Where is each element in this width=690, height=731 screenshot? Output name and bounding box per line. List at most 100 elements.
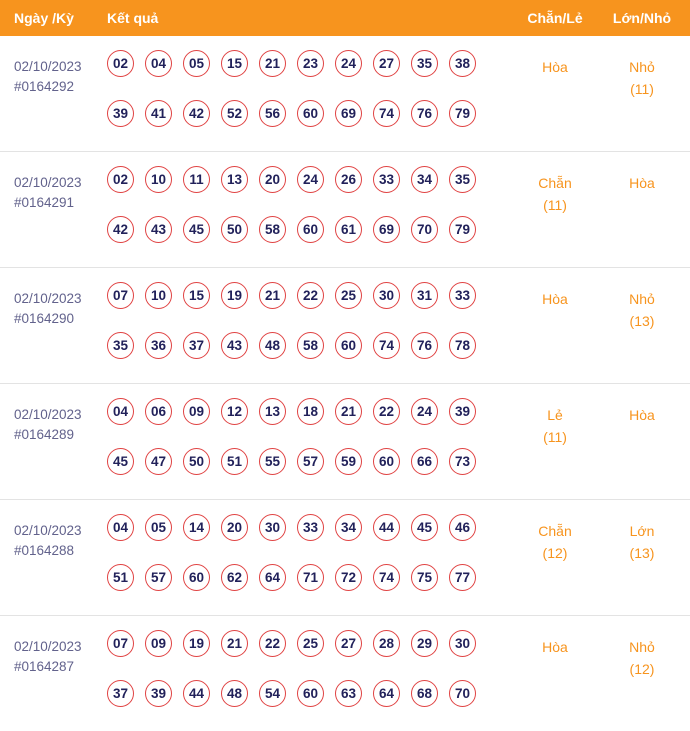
number-ball: 02 [107, 166, 134, 193]
big-small-value: Nhỏ [629, 59, 655, 75]
date-period-cell: 02/10/2023 #0164291 [0, 166, 100, 243]
number-ball: 66 [411, 448, 438, 475]
number-ball: 55 [259, 448, 286, 475]
number-ball: 56 [259, 100, 286, 127]
number-ball: 35 [107, 332, 134, 359]
even-odd-value: Hòa [542, 291, 568, 307]
big-small-cell: Lớn (13) [600, 514, 690, 591]
big-small-value: Lớn [629, 523, 655, 539]
draw-id: #0164288 [14, 543, 75, 559]
numbers-cell: 04 05 14 20 30 33 34 44 45 46 51 57 60 62 64 71 72 74 75 7… [100, 514, 510, 591]
big-small-value: Nhỏ [629, 639, 655, 655]
number-ball: 51 [221, 448, 248, 475]
big-small-value: Hòa [629, 175, 655, 191]
big-small-count: (12) [629, 660, 655, 677]
number-ball: 51 [107, 564, 134, 591]
number-ball: 79 [449, 216, 476, 243]
number-ball: 41 [145, 100, 172, 127]
date-period-cell: 02/10/2023 #0164289 [0, 398, 100, 475]
big-small-count: (13) [629, 312, 655, 329]
number-ball: 21 [259, 282, 286, 309]
number-ball: 23 [297, 50, 324, 77]
even-odd-count: (11) [543, 196, 567, 213]
even-odd-value: Chẵn [538, 175, 572, 191]
number-ball: 13 [221, 166, 248, 193]
draw-date: 02/10/2023 [14, 639, 82, 654]
result-row: 02/10/2023 #0164291 02 10 11 13 20 24 26 33 34 35… [0, 152, 690, 268]
number-ball: 60 [335, 332, 362, 359]
number-ball: 43 [145, 216, 172, 243]
number-ball: 13 [259, 398, 286, 425]
number-ball: 33 [449, 282, 476, 309]
number-ball: 04 [107, 514, 134, 541]
number-ball: 24 [335, 50, 362, 77]
number-ball: 31 [411, 282, 438, 309]
number-ball: 22 [259, 630, 286, 657]
number-ball: 20 [259, 166, 286, 193]
big-small-cell: Nhỏ (11) [600, 50, 690, 127]
numbers-line-1: 07 09 19 21 22 25 27 28 29 30 [107, 630, 510, 657]
big-small-cell: Hòa [600, 166, 690, 243]
number-ball: 71 [297, 564, 324, 591]
even-odd-cell: Chẵn (12) [510, 514, 600, 591]
even-odd-value: Hòa [542, 59, 568, 75]
number-ball: 42 [107, 216, 134, 243]
number-ball: 14 [183, 514, 210, 541]
numbers-line-1: 04 05 14 20 30 33 34 44 45 46 [107, 514, 510, 541]
number-ball: 18 [297, 398, 324, 425]
number-ball: 76 [411, 100, 438, 127]
even-odd-count: (11) [543, 428, 567, 445]
even-odd-cell: Chẵn (11) [510, 166, 600, 243]
number-ball: 05 [145, 514, 172, 541]
number-ball: 10 [145, 282, 172, 309]
even-odd-count: (12) [542, 544, 568, 561]
results-body: 02/10/2023 #0164292 02 04 05 15 21 23 24 27 35 38… [0, 36, 690, 731]
number-ball: 59 [335, 448, 362, 475]
numbers-line-2: 42 43 45 50 58 60 61 69 70 79 [107, 216, 510, 243]
number-ball: 52 [221, 100, 248, 127]
big-small-cell: Nhỏ (12) [600, 630, 690, 707]
number-ball: 28 [373, 630, 400, 657]
numbers-line-1: 02 04 05 15 21 23 24 27 35 38 [107, 50, 510, 77]
draw-date: 02/10/2023 [14, 291, 82, 306]
header-even-odd: Chẵn/Lẻ [527, 10, 583, 26]
number-ball: 19 [221, 282, 248, 309]
draw-date: 02/10/2023 [14, 59, 82, 74]
result-row: 02/10/2023 #0164289 04 06 09 12 13 18 21 22 24 39… [0, 384, 690, 500]
number-ball: 57 [145, 564, 172, 591]
number-ball: 19 [183, 630, 210, 657]
number-ball: 07 [107, 282, 134, 309]
number-ball: 76 [411, 332, 438, 359]
number-ball: 26 [335, 166, 362, 193]
number-ball: 20 [221, 514, 248, 541]
numbers-cell: 02 10 11 13 20 24 26 33 34 35 42 43 45 50 58 60 61 69 70 7… [100, 166, 510, 243]
numbers-line-1: 04 06 09 12 13 18 21 22 24 39 [107, 398, 510, 425]
number-ball: 39 [107, 100, 134, 127]
even-odd-cell: Hòa [510, 630, 600, 707]
numbers-line-2: 45 47 50 51 55 57 59 60 66 73 [107, 448, 510, 475]
number-ball: 42 [183, 100, 210, 127]
number-ball: 15 [183, 282, 210, 309]
number-ball: 09 [183, 398, 210, 425]
number-ball: 27 [335, 630, 362, 657]
number-ball: 57 [297, 448, 324, 475]
number-ball: 38 [449, 50, 476, 77]
big-small-value: Nhỏ [629, 291, 655, 307]
number-ball: 75 [411, 564, 438, 591]
numbers-cell: 04 06 09 12 13 18 21 22 24 39 45 47 50 51 55 57 59 60 66 7… [100, 398, 510, 475]
number-ball: 24 [297, 166, 324, 193]
number-ball: 33 [373, 166, 400, 193]
number-ball: 69 [373, 216, 400, 243]
number-ball: 78 [449, 332, 476, 359]
numbers-line-2: 37 39 44 48 54 60 63 64 68 70 [107, 680, 510, 707]
number-ball: 02 [107, 50, 134, 77]
number-ball: 22 [373, 398, 400, 425]
number-ball: 21 [335, 398, 362, 425]
draw-id: #0164289 [14, 427, 75, 443]
number-ball: 22 [297, 282, 324, 309]
number-ball: 72 [335, 564, 362, 591]
number-ball: 60 [183, 564, 210, 591]
table-header: Ngày /Kỳ Kết quả Chẵn/Lẻ Lớn/Nhỏ [0, 0, 690, 36]
number-ball: 58 [297, 332, 324, 359]
number-ball: 21 [221, 630, 248, 657]
